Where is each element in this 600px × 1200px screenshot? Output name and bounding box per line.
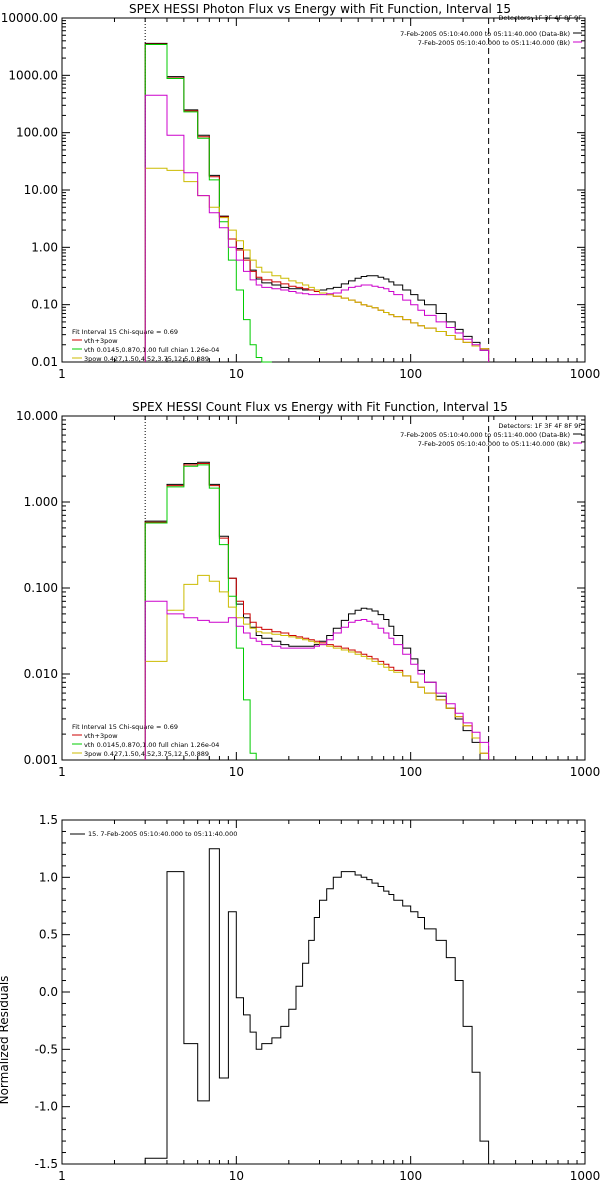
photon-y-tick-label: 100.00 [16, 126, 58, 140]
count-chart-title: SPEX HESSI Count Flux vs Energy with Fit… [132, 400, 508, 414]
count-series-bk [144, 600, 490, 760]
count-y-tick-label: 0.001 [24, 753, 58, 767]
count-x-tick-label: 100 [399, 765, 422, 779]
photon-fit-item-vth3pow: vth+3pow [84, 337, 118, 345]
residuals-legend: 15. 7-Feb-2005 05:10:40.000 to 05:11:40.… [88, 830, 237, 838]
photon-series-3pow [144, 167, 490, 362]
residuals-y-tick-label: -1.5 [35, 1157, 58, 1171]
count-series-vth [144, 464, 257, 760]
residuals-y-tick-label: 0.0 [39, 985, 58, 999]
photon-legend-bk: 7-Feb-2005 05:10:40.000 to 05:11:40.000 … [418, 39, 570, 47]
photon-fit-item-3pow: 3pow 0.427,1.50,4.52,3.75,12.5,0.889 [84, 355, 209, 363]
count-fit-header: Fit Interval 15 Chi-square = 0.69 [72, 723, 178, 731]
count-y-tick-label: 0.010 [24, 667, 58, 681]
residuals-y-tick-label: 1.0 [39, 870, 58, 884]
count-y-tick-label: 0.100 [24, 581, 58, 595]
photon-legend-data-bk: 7-Feb-2005 05:10:40.000 to 05:11:40.000 … [400, 30, 570, 38]
count-legend-data-bk: 7-Feb-2005 05:10:40.000 to 05:11:40.000 … [400, 431, 570, 439]
photon-y-tick-label: 1.00 [31, 240, 58, 254]
residuals-y-tick-label: 1.5 [39, 813, 58, 827]
photon-series-bk [144, 94, 490, 362]
count-fit-item-vth3pow: vth+3pow [84, 732, 118, 740]
residuals-x-tick-label: 1 [58, 1169, 66, 1183]
photon-x-tick-label: 1000 [570, 367, 600, 381]
residuals-x-tick-label: 100 [399, 1169, 422, 1183]
residuals-y-tick-label: 0.5 [39, 928, 58, 942]
photon-y-tick-label: 10.00 [24, 183, 58, 197]
residuals-series-15 [144, 848, 490, 1164]
count-x-tick-label: 1000 [570, 765, 600, 779]
count-x-tick-label: 10 [229, 765, 244, 779]
photon-fit-header: Fit Interval 15 Chi-square = 0.69 [72, 328, 178, 336]
photon-y-tick-label: 0.01 [31, 355, 58, 369]
photon-y-tick-label: 0.10 [31, 298, 58, 312]
photon-x-tick-label: 100 [399, 367, 422, 381]
count-y-tick-label: 1.000 [24, 495, 58, 509]
photon-x-tick-label: 10 [229, 367, 244, 381]
photon-chart-title: SPEX HESSI Photon Flux vs Energy with Fi… [129, 2, 511, 16]
photon-y-tick-label: 1000.00 [8, 68, 58, 82]
count-x-tick-label: 1 [58, 765, 66, 779]
count-fit-item-3pow: 3pow 0.427,1.50,4.52,3.75,12.5,0.889 [84, 750, 209, 758]
residuals-x-tick-label: 1000 [570, 1169, 600, 1183]
count-fit-item-vth: vth 0.0145,0.870,1.00 full chian 1.26e-0… [84, 741, 219, 749]
photon-x-tick-label: 1 [58, 367, 66, 381]
residuals-y-axis-label: Normalized Residuals [0, 976, 11, 1105]
residuals-y-tick-label: -0.5 [35, 1042, 58, 1056]
residuals-y-tick-label: -1.0 [35, 1100, 58, 1114]
count-legend-bk: 7-Feb-2005 05:10:40.000 to 05:11:40.000 … [418, 440, 570, 448]
count-y-tick-label: 10.000 [16, 409, 58, 423]
photon-y-tick-label: 10000.00 [1, 11, 58, 25]
residuals-x-tick-label: 10 [229, 1169, 244, 1183]
count-detectors-label: Detectors: 1F 3F 4F 8F 9F [498, 422, 582, 430]
count-series-3pow [144, 574, 490, 760]
chart-marks-layer: 1 10 100 10000.010.101.0010.00100.001000.00… [1, 11, 600, 1183]
photon-fit-item-vth: vth 0.0145,0.870,1.00 full chian 1.26e-0… [84, 346, 219, 354]
